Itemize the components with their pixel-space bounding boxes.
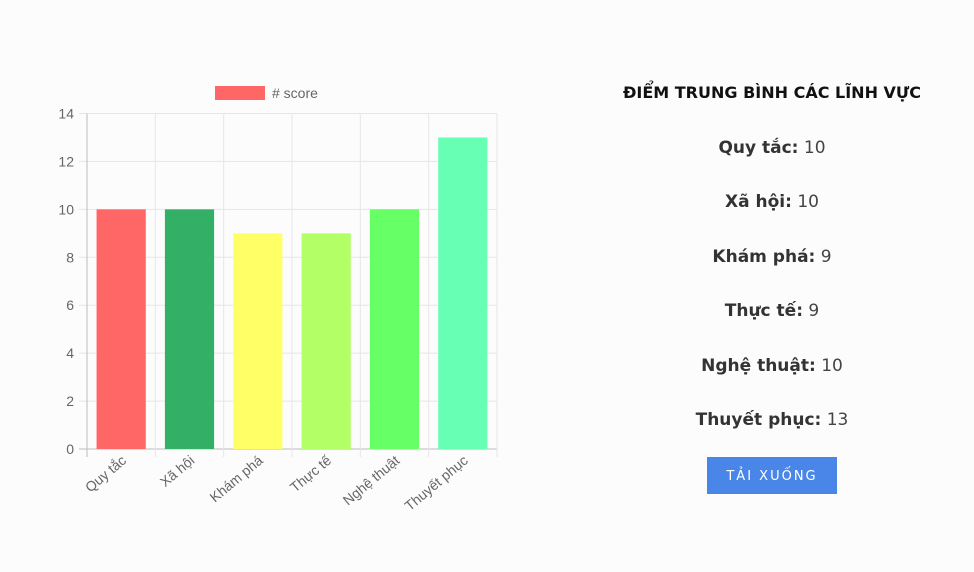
score-value: 10 <box>803 137 826 158</box>
score-row-nghe-thuat: Nghệ thuật: 10 <box>592 355 952 377</box>
score-label: Thực tế: <box>724 301 804 321</box>
score-value: 9 <box>808 301 820 321</box>
score-value: 13 <box>826 410 849 430</box>
y-tick-label: 2 <box>66 393 74 409</box>
score-label: Xã hội: <box>725 192 792 212</box>
y-tick-label: 6 <box>66 297 74 313</box>
y-tick-label: 12 <box>58 153 74 169</box>
legend-label: # score <box>272 85 318 101</box>
score-row-kham-pha: Khám phá: 9 <box>592 246 952 268</box>
x-tick-label: Thuyết phục <box>401 452 470 514</box>
x-tick-label: Nghệ thuật <box>340 452 403 508</box>
legend-swatch <box>215 86 265 100</box>
bar-chart-svg: 0 2 4 6 8 10 12 14 Quy tắc Xã hội Khám phá Thực tế N… <box>58 85 498 514</box>
y-tick-label: 4 <box>66 345 74 361</box>
x-tick-label: Quy tắc <box>82 452 129 495</box>
bar-1 <box>96 209 146 449</box>
score-label: Nghệ thuật: <box>701 355 816 376</box>
score-label: Quy tắc: <box>718 137 799 158</box>
x-tick-label: Khám phá <box>207 452 266 505</box>
score-label: Khám phá: <box>712 246 816 267</box>
download-button[interactable]: TẢI XUỐNG <box>707 457 837 494</box>
bar-3 <box>233 233 283 449</box>
score-row-thuc-te: Thực tế: 9 <box>592 300 952 322</box>
score-summary: ĐIỂM TRUNG BÌNH CÁC LĨNH VỰC Quy tắc: 10… <box>592 72 952 494</box>
score-row-thuyet-phuc: Thuyết phục: 13 <box>592 409 952 431</box>
bar-4 <box>301 233 351 449</box>
score-row-xa-hoi: Xã hội: 10 <box>592 191 952 213</box>
y-tick-label: 14 <box>58 106 74 122</box>
y-tick-label: 8 <box>66 249 74 265</box>
score-value: 10 <box>797 192 819 212</box>
summary-title: ĐIỂM TRUNG BÌNH CÁC LĨNH VỰC <box>622 83 922 102</box>
x-tick-label: Thực tế <box>287 452 334 495</box>
score-row-quy-tac: Quy tắc: 10 <box>592 137 952 159</box>
bar-6 <box>438 137 488 449</box>
y-tick-label: 0 <box>66 441 74 457</box>
score-chart: 0 2 4 6 8 10 12 14 Quy tắc Xã hội Khám phá Thực tế N… <box>58 85 498 514</box>
bar-5 <box>369 209 420 449</box>
x-tick-label: Xã hội <box>157 452 198 490</box>
y-tick-label: 10 <box>58 201 74 217</box>
bar-2 <box>164 209 215 449</box>
score-value: 10 <box>821 355 843 376</box>
score-value: 9 <box>820 246 832 267</box>
score-label: Thuyết phục: <box>695 410 822 430</box>
